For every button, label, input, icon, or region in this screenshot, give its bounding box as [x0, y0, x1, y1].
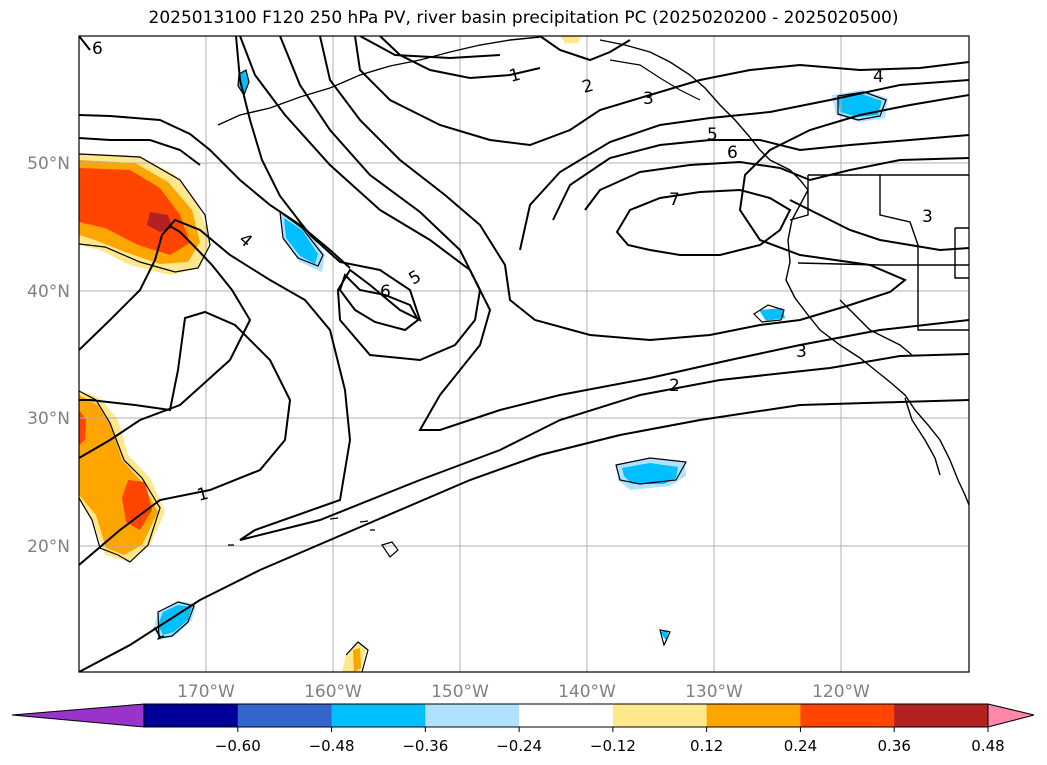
- colorbar-tick-label: −0.36: [402, 737, 448, 755]
- precip-shading: [79, 36, 888, 672]
- contour-label: 2: [580, 76, 596, 98]
- shade-west-south-red2: [122, 480, 152, 530]
- colorbar-tick-label: −0.48: [309, 737, 355, 755]
- lat-tick-labels: 50°N 40°N 30°N 20°N: [27, 154, 70, 557]
- contour-label: 3: [643, 89, 654, 109]
- colorbar-segment: [425, 704, 520, 727]
- lon-tick-label: 130°W: [685, 682, 743, 702]
- colorbar-outline: [143, 703, 989, 728]
- colorbar-segment: [519, 704, 614, 727]
- lon-tick-label: 140°W: [558, 682, 616, 702]
- colorbar-segment: [144, 704, 239, 727]
- shade-blue-126W: [759, 308, 785, 321]
- map-border: [78, 35, 970, 673]
- figure-title: 2025013100 F120 250 hPa PV, river basin …: [148, 8, 899, 28]
- contour-label: 6: [727, 143, 738, 163]
- contour-label: 5: [707, 125, 718, 145]
- lat-tick-label: 50°N: [27, 154, 70, 174]
- shade-yellow-top: [560, 36, 582, 43]
- pv-contours: [79, 36, 969, 672]
- contour-label: 3: [796, 342, 807, 362]
- map-frame-bg: [79, 36, 969, 672]
- shade-blue-134W: [660, 630, 668, 642]
- contour-label: 3: [922, 207, 933, 227]
- colorbar-tick-label: −0.60: [215, 737, 261, 755]
- colorbar-extend-left: [11, 703, 145, 728]
- colorbar-tick-label: −0.12: [590, 737, 636, 755]
- shade-blue-161W: [284, 218, 318, 264]
- contour-label: 1: [507, 65, 523, 87]
- colorbar-segment: [706, 704, 801, 727]
- lat-tick-label: 40°N: [27, 282, 70, 302]
- colorbar-segment: [612, 704, 708, 727]
- contour-label: 4: [873, 67, 884, 87]
- contour-label: 6: [380, 282, 391, 302]
- lon-tick-labels: 170°W 160°W 150°W 140°W 130°W 120°W: [177, 682, 870, 702]
- contour-label: 7: [669, 190, 680, 210]
- lat-tick-label: 20°N: [27, 537, 70, 557]
- shade-west-south-red1: [79, 410, 86, 445]
- colorbar-ticks: −0.60 −0.48 −0.36 −0.24 −0.12 0.12 0.24 0.36 0.4…: [215, 727, 1005, 755]
- shade-west-north-darkred: [147, 212, 172, 232]
- colorbar-tick-label: 0.24: [784, 737, 817, 755]
- colorbar-tick-label: −0.24: [496, 737, 542, 755]
- shade-blue-133W: [622, 463, 678, 484]
- colorbar-tick-label: 0.36: [878, 737, 911, 755]
- shade-orange-156W: [353, 648, 361, 672]
- lat-tick-label: 30°N: [27, 409, 70, 429]
- colorbar-segment: [237, 704, 333, 727]
- lon-tick-label: 160°W: [304, 682, 362, 702]
- colorbar-extend-right: [987, 703, 1035, 728]
- contour-label: 6: [92, 39, 103, 59]
- colorbar-tick-label: 0.48: [971, 737, 1004, 755]
- coastlines: [217, 36, 969, 506]
- colorbar-segments: [144, 704, 989, 727]
- lon-tick-label: 150°W: [431, 682, 489, 702]
- colorbar: −0.60 −0.48 −0.36 −0.24 −0.12 0.12 0.24 0.36 0.4…: [11, 703, 1035, 755]
- contour-label: 1: [195, 484, 211, 506]
- colorbar-segment: [894, 704, 989, 727]
- shade-blue-120W: [838, 94, 882, 117]
- lon-tick-label: 120°W: [812, 682, 870, 702]
- colorbar-segment: [800, 704, 895, 727]
- colorbar-segment: [331, 704, 426, 727]
- colorbar-tick-label: 0.12: [690, 737, 723, 755]
- graticule: [79, 36, 969, 672]
- contour-label: 2: [669, 376, 680, 396]
- lon-tick-label: 170°W: [177, 682, 235, 702]
- shade-blue-173W: [158, 605, 192, 635]
